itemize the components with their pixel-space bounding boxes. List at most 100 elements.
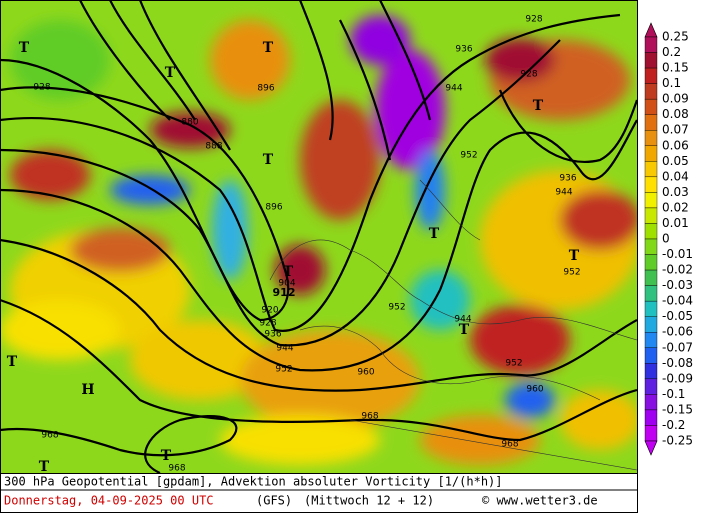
contour-label: 896: [257, 84, 274, 94]
colorbar-label: 0.15: [662, 61, 689, 75]
contour-label: 928: [33, 83, 50, 93]
contour-label: 968: [168, 464, 185, 474]
colorbar-segment: [644, 363, 658, 380]
low-marker: T: [429, 226, 440, 242]
contour-label: 952: [563, 268, 580, 278]
contour-label: 880: [181, 118, 198, 128]
pressure-markers: T T T T T T T T T T T T H: [7, 40, 580, 473]
low-marker: T: [263, 152, 274, 168]
colorbar-label: -0.05: [662, 309, 693, 323]
colorbar-segment: [644, 285, 658, 302]
low-marker: T: [263, 40, 274, 56]
colorbar-label: 0.05: [662, 154, 689, 168]
colorbar-segment: [644, 394, 658, 411]
colorbar-label: 0.25: [662, 30, 689, 44]
colorbar-segment: [644, 98, 658, 115]
map-area: 928 880 888 896 896 904 912 920 928 936 …: [0, 0, 637, 474]
footer-title: 300 hPa Geopotential [gpdam], Advektion …: [4, 475, 503, 489]
contour-label: 944: [276, 344, 293, 354]
colorbar-label: -0.02: [662, 263, 693, 277]
contour-label: 952: [505, 359, 522, 369]
colorbar-segment: [644, 409, 658, 426]
colorbar-label: -0.04: [662, 294, 693, 308]
low-marker: T: [569, 248, 580, 264]
colorbar-label: 0.06: [662, 138, 689, 152]
high-marker: H: [81, 382, 94, 398]
contour-label: 968: [361, 412, 378, 422]
contour-label: 952: [460, 151, 477, 161]
colorbar-segment: [644, 207, 658, 224]
colorbar-label: 0.08: [662, 107, 689, 121]
contour-label: 928: [259, 319, 276, 329]
low-marker: T: [19, 40, 30, 56]
low-marker: T: [459, 322, 470, 338]
colorbar-segment: [644, 67, 658, 84]
colorbar-label: 0.07: [662, 123, 689, 137]
colorbar-label: 0: [662, 232, 670, 246]
contour-label: 952: [388, 303, 405, 313]
contour-label: 944: [454, 315, 471, 325]
footer-date: Donnerstag, 04-09-2025 00 UTC: [4, 494, 214, 508]
colorbar-label: 0.04: [662, 169, 689, 183]
colorbar-label: -0.01: [662, 247, 693, 261]
colorbar-label: 0.09: [662, 92, 689, 106]
colorbar-segment: [644, 332, 658, 348]
low-marker: T: [533, 98, 544, 114]
colorbar-label: 0.02: [662, 200, 689, 214]
contour-label: 896: [265, 203, 282, 213]
footer-model: (GFS): [256, 494, 292, 508]
colorbar-segment: [644, 316, 658, 333]
colorbar-label: 0.2: [662, 45, 681, 59]
colorbar-label: -0.07: [662, 340, 693, 354]
colorbar-segment: [644, 347, 658, 364]
contour-label: 968: [501, 440, 518, 450]
low-marker: T: [165, 65, 176, 81]
low-marker: T: [283, 264, 294, 280]
colorbar-segment: [644, 425, 658, 442]
contour-label: 944: [445, 84, 462, 94]
geopotential-contours: [0, 0, 637, 473]
contour-label: 968: [41, 431, 58, 441]
colorbar-label: -0.03: [662, 278, 693, 292]
colorbar-segment: [644, 114, 658, 131]
colorbar-label: -0.09: [662, 371, 693, 385]
colorbar: 0.250.2 0.150.1 0.090.08 0.070.06 0.050.04 0.…: [644, 22, 693, 456]
colorbar-label: 0.1: [662, 76, 681, 90]
colorbar-label: -0.08: [662, 356, 693, 370]
colorbar-cap: [644, 440, 658, 456]
colorbar-segment: [644, 378, 658, 395]
colorbar-segment: [644, 254, 658, 271]
colorbar-segment: [644, 83, 658, 100]
colorbar-label: -0.25: [662, 434, 693, 448]
footer-run: (Mittwoch 12 + 12): [304, 494, 434, 508]
colorbar-segment: [644, 192, 658, 209]
colorbar-segment: [644, 176, 658, 193]
contour-label: 936: [559, 174, 576, 184]
contour-label: 960: [526, 385, 543, 395]
colorbar-label: -0.1: [662, 387, 685, 401]
footer-box: [0, 473, 638, 513]
colorbar-label: -0.06: [662, 325, 693, 339]
contour-label: 936: [455, 45, 472, 55]
colorbar-segment: [644, 223, 658, 240]
colorbar-segment: [644, 161, 658, 178]
contour-label: 888: [205, 142, 222, 152]
colorbar-segment: [644, 130, 658, 146]
contour-label: 944: [555, 188, 572, 198]
contour-label: 912: [273, 286, 296, 299]
contour-label: 920: [261, 306, 278, 316]
colorbar-segment: [644, 238, 658, 255]
colorbar-label: 0.01: [662, 216, 689, 230]
colorbar-segment: [644, 52, 658, 69]
colorbar-label: -0.15: [662, 402, 693, 416]
low-marker: T: [161, 448, 172, 464]
colorbar-label: -0.2: [662, 418, 685, 432]
colorbar-segment: [644, 36, 658, 53]
colorbar-segment: [644, 300, 658, 317]
footer-credit: © www.wetter3.de: [482, 494, 598, 508]
contour-label: 928: [520, 70, 537, 80]
colorbar-label: 0.03: [662, 185, 689, 199]
colorbar-segment: [644, 269, 658, 286]
contour-label: 904: [278, 279, 295, 289]
